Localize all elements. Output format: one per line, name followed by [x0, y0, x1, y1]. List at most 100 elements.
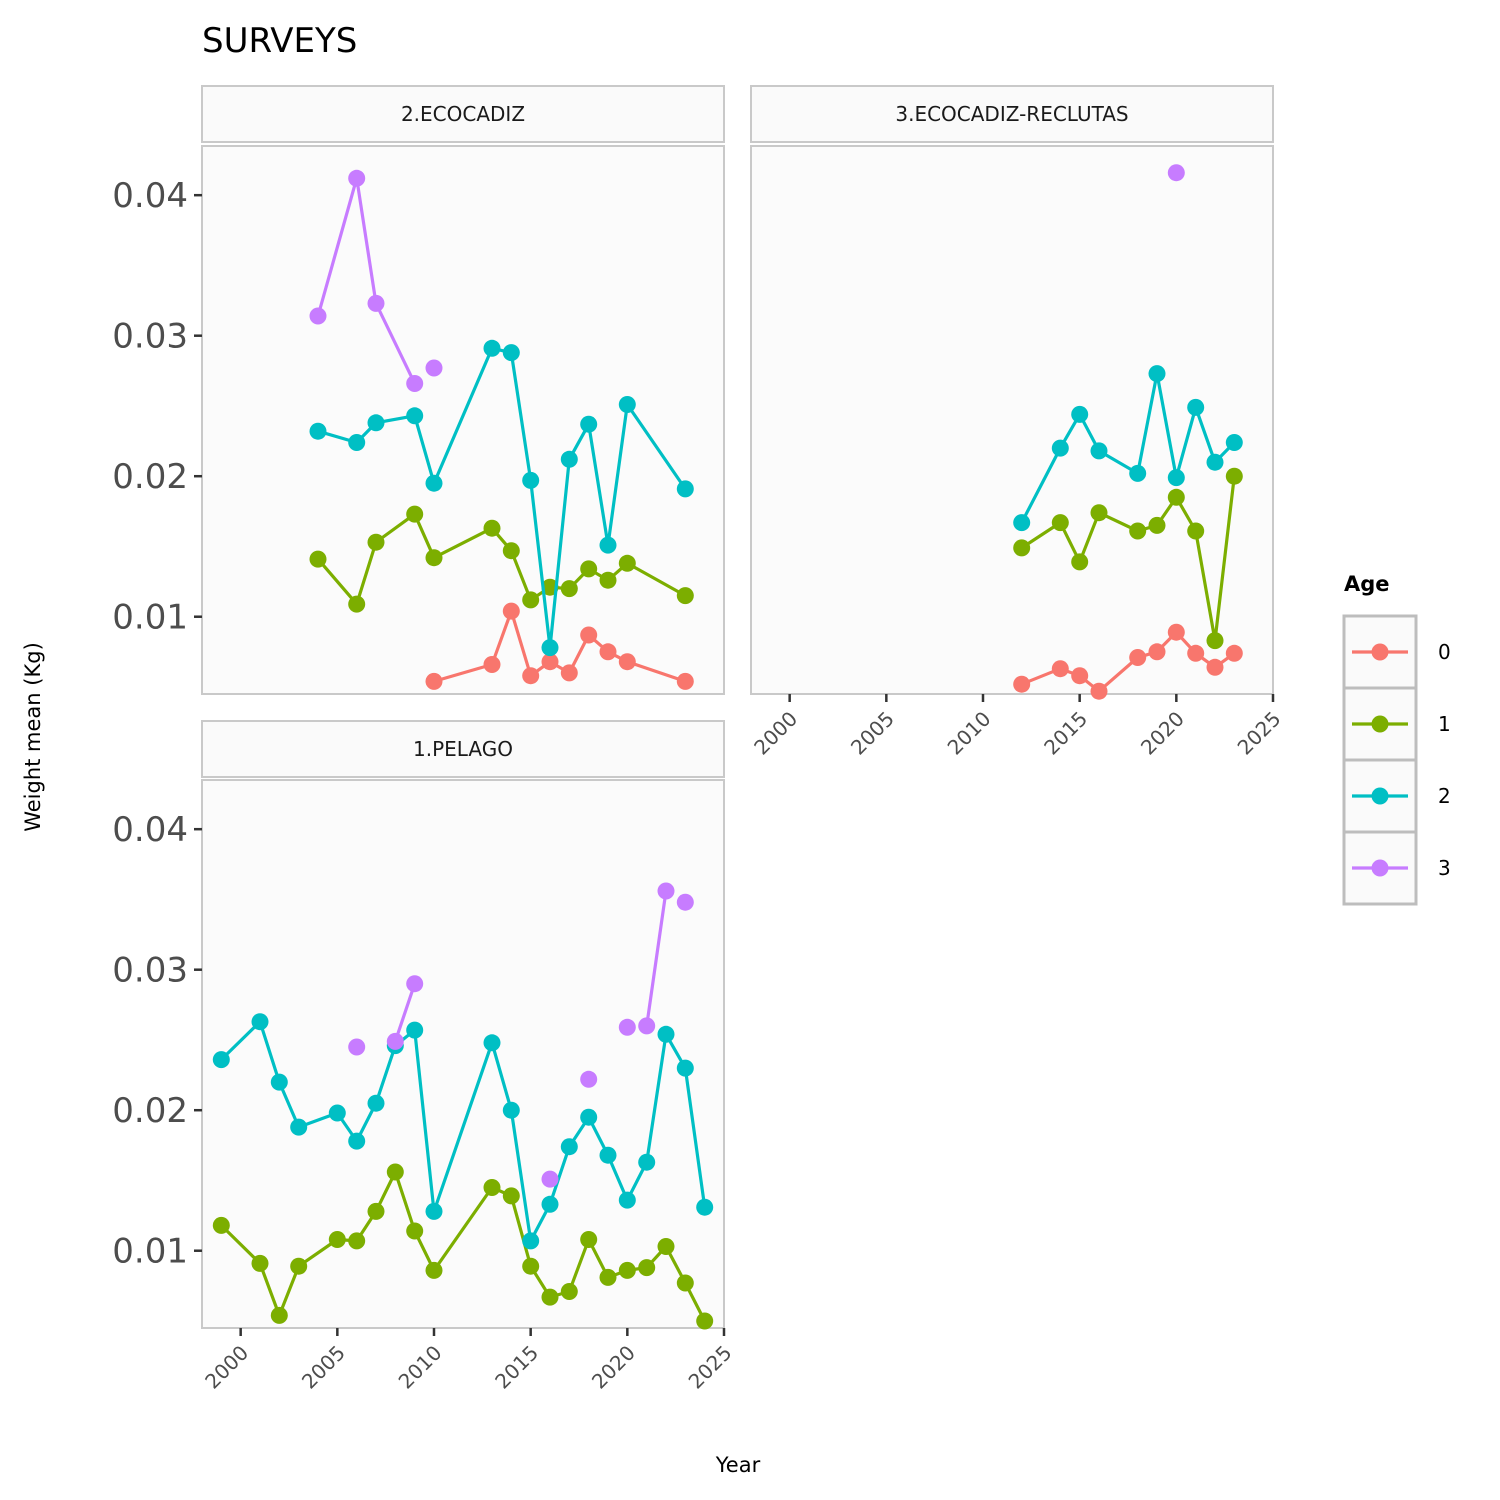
- data-point: [580, 560, 598, 578]
- data-point: [599, 536, 617, 554]
- y-tick-label: 0.01: [112, 1232, 188, 1272]
- y-tick-label: 0.02: [112, 1091, 188, 1131]
- series-line: [220, 1170, 707, 1322]
- data-point: [386, 1032, 404, 1050]
- data-point: [599, 1268, 617, 1286]
- data-point: [1187, 644, 1205, 662]
- data-point: [406, 1222, 424, 1240]
- data-point: [251, 1013, 269, 1031]
- data-point: [290, 1118, 308, 1136]
- data-point: [618, 653, 636, 671]
- strip-3-ecocadiz-reclutas: [750, 85, 1274, 143]
- data-point: [425, 549, 443, 567]
- panel-1-pelago: 1.PELAGO 0.01 0.02 0.03 0.04 2000 2005 2010 2015…: [112, 720, 737, 1394]
- data-point: [1187, 398, 1205, 416]
- data-point: [309, 307, 327, 325]
- data-point: [348, 595, 366, 613]
- data-point: [483, 1034, 501, 1052]
- data-point: [425, 1261, 443, 1279]
- data-point: [1129, 649, 1147, 666]
- data-point: [541, 1170, 559, 1188]
- data-point: [367, 533, 385, 551]
- data-point: [1013, 675, 1031, 693]
- x-tick-label: 2010: [943, 707, 996, 760]
- data-point: [1206, 658, 1224, 676]
- data-point: [1051, 660, 1069, 678]
- data-point: [502, 1101, 520, 1119]
- data-point: [580, 1231, 598, 1248]
- data-point: [483, 656, 501, 673]
- legend-label: 1: [1438, 712, 1451, 736]
- x-axis-title: Year: [715, 1453, 761, 1477]
- panel-3-ecocadiz-reclutas: 3.ECOCADIZ-RECLUTAS 2000 2005 2010 2015 2020 2…: [749, 85, 1286, 760]
- data-point: [580, 1070, 598, 1088]
- legend-title: Age: [1344, 572, 1390, 596]
- data-point: [483, 519, 501, 537]
- data-point: [425, 359, 443, 377]
- x-tick-label: 2010: [394, 1341, 447, 1394]
- legend-label: 3: [1438, 856, 1451, 880]
- legend-key-point: [1371, 715, 1389, 733]
- series-line: [1020, 372, 1236, 524]
- plot-area: [201, 145, 725, 695]
- series-age-0: [1013, 623, 1243, 700]
- data-point: [367, 1094, 385, 1112]
- data-point: [1225, 644, 1243, 662]
- data-point: [425, 672, 443, 690]
- y-tick-label: 0.01: [112, 598, 188, 638]
- data-point: [618, 554, 636, 572]
- data-point: [522, 1257, 540, 1275]
- data-point: [502, 602, 520, 620]
- data-point: [1206, 453, 1224, 471]
- data-point: [309, 550, 327, 568]
- legend-item-age-3: 3: [1342, 830, 1451, 906]
- data-point: [1148, 365, 1166, 383]
- x-tick-label: 2015: [1039, 707, 1092, 760]
- data-point: [1013, 539, 1031, 557]
- data-point: [348, 434, 366, 451]
- data-point: [425, 474, 443, 492]
- data-point: [599, 571, 617, 589]
- data-point: [560, 664, 578, 682]
- data-point: [212, 1051, 230, 1069]
- data-point: [1129, 522, 1147, 540]
- series-age-3: [309, 169, 443, 392]
- data-point: [1167, 488, 1185, 506]
- data-point: [1090, 504, 1108, 522]
- data-point: [483, 1179, 501, 1196]
- data-point: [1071, 667, 1089, 685]
- data-point: [502, 344, 520, 362]
- x-tick-label: 2020: [587, 1341, 640, 1394]
- series-line: [316, 176, 417, 385]
- plot-area: [201, 779, 725, 1329]
- data-point: [599, 1146, 617, 1164]
- y-tick-label: 0.02: [112, 457, 188, 497]
- data-point: [676, 587, 694, 605]
- data-point: [522, 667, 540, 685]
- series-age-1: [212, 1163, 714, 1330]
- legend-item-age-0: 0: [1342, 614, 1451, 690]
- data-point: [1206, 632, 1224, 650]
- x-tick-label: 2005: [846, 707, 899, 760]
- data-point: [502, 542, 520, 560]
- facet-panels: 2.ECOCADIZ 0.01 0.02 0.03 0.04 3.ECOCADIZ-REC…: [112, 85, 1286, 1394]
- panel-2-ecocadiz: 2.ECOCADIZ 0.01 0.02 0.03 0.04: [112, 85, 725, 695]
- legend-key-point: [1371, 859, 1389, 877]
- series-line: [433, 609, 686, 683]
- x-tick-label: 2020: [1136, 707, 1189, 760]
- data-point: [618, 1191, 636, 1209]
- data-point: [1167, 623, 1185, 641]
- data-point: [657, 882, 675, 900]
- series-age-2: [212, 1013, 714, 1250]
- data-point: [348, 1132, 366, 1150]
- data-point: [696, 1312, 714, 1330]
- data-point: [560, 580, 578, 598]
- data-point: [541, 653, 559, 671]
- series-age-3: [348, 882, 694, 1188]
- data-point: [367, 294, 385, 312]
- data-point: [1013, 514, 1031, 532]
- series-line: [220, 1020, 707, 1243]
- data-point: [212, 1216, 230, 1234]
- data-point: [1129, 464, 1147, 482]
